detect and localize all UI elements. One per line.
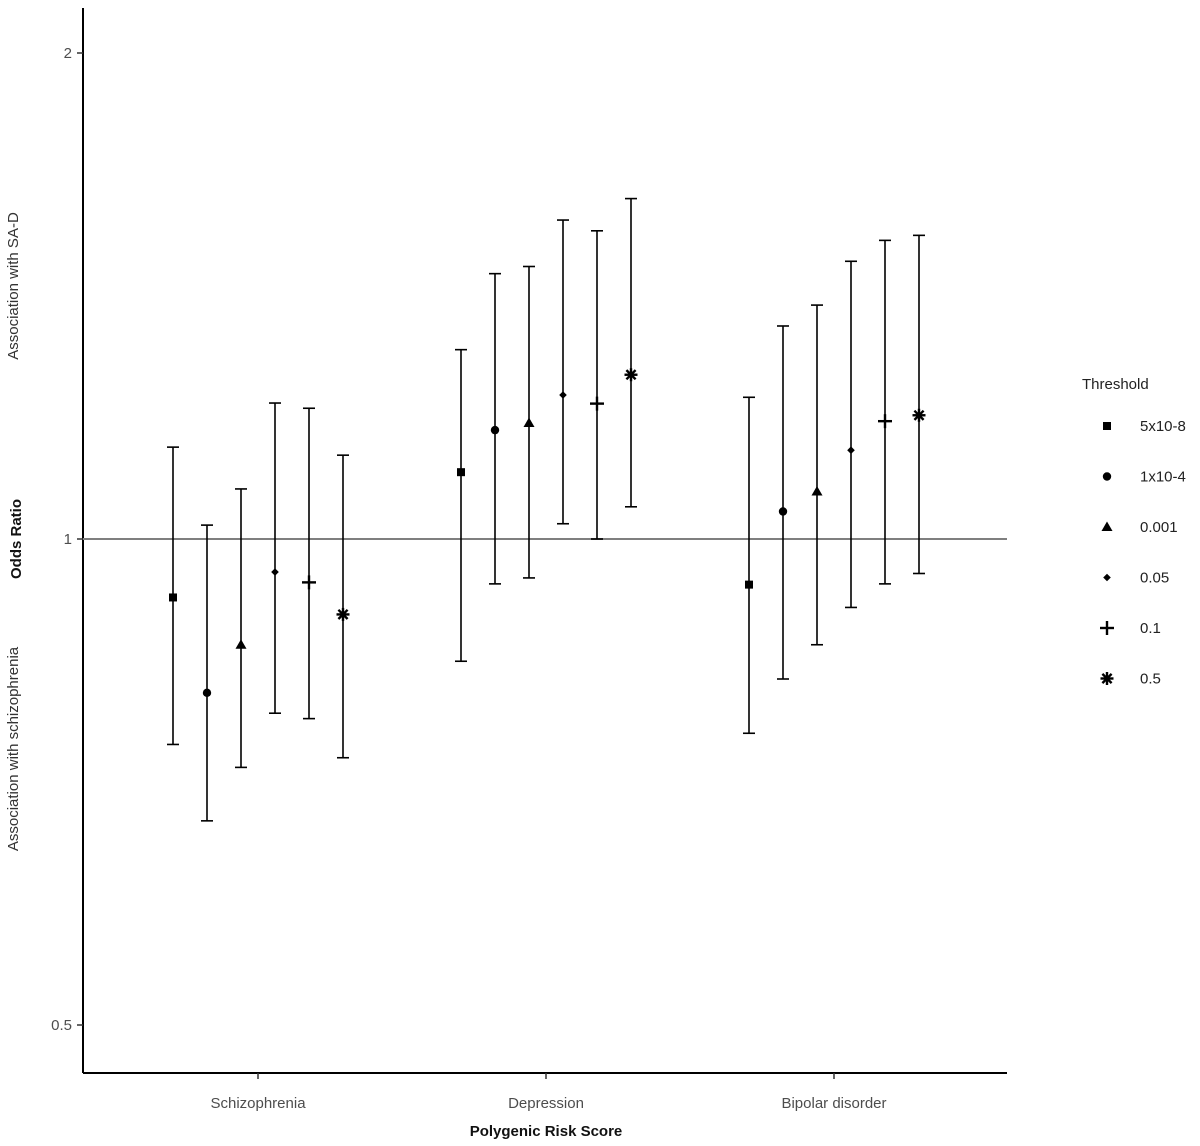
legend-label: 0.05: [1140, 570, 1169, 587]
legend-label: 0.001: [1140, 519, 1178, 536]
data-point-group: [167, 446, 179, 746]
data-point-group: [624, 197, 638, 508]
data-point-group: [878, 239, 892, 585]
data-point: [490, 425, 500, 435]
legend-item: 0.001: [1101, 519, 1178, 536]
data-point-group: [590, 230, 604, 540]
data-point: [559, 391, 567, 399]
legend-item: 0.05: [1103, 570, 1169, 587]
data-point: [745, 580, 753, 589]
y-axis-lower-label: Association with schizophrenia: [5, 646, 22, 851]
data-point: [202, 688, 212, 698]
legend-item: 0.1: [1100, 620, 1161, 637]
legend-label: 1x10-4: [1140, 469, 1186, 486]
data-point: [271, 568, 279, 576]
data-point-group: [489, 272, 501, 585]
y-tick-label: 2: [64, 45, 72, 62]
data-point: [778, 507, 788, 516]
data-point-group: [845, 260, 857, 609]
legend-marker: [1103, 422, 1111, 430]
legend-marker: [1102, 472, 1112, 481]
data-point: [523, 417, 535, 427]
y-axis-upper-label: Association with SA-D: [5, 212, 22, 360]
x-tick-label: Schizophrenia: [210, 1095, 306, 1112]
data-point: [235, 639, 247, 649]
legend-label: 5x10-8: [1140, 418, 1186, 435]
data-point-group: [557, 219, 569, 525]
y-axis-title: Odds Ratio: [8, 499, 25, 579]
data-point-group: [455, 348, 467, 663]
legend: 5x10-8 1x10-4 0.001 0.05 0.1 0.5: [1100, 418, 1186, 688]
x-axis-title: Polygenic Risk Score: [470, 1123, 623, 1140]
legend-marker: [1103, 573, 1111, 582]
data-point: [847, 446, 855, 455]
y-tick-label: 0.5: [51, 1017, 72, 1034]
data-point-group: [912, 234, 926, 575]
legend-item: 1x10-4: [1102, 469, 1186, 486]
data-point: [624, 368, 638, 382]
data-point-group: [777, 325, 789, 680]
data-point: [590, 396, 604, 411]
data-point: [878, 414, 892, 429]
axes: 0.5 1 2 Schizophrenia Depression Bipolar diso…: [51, 8, 1007, 1112]
data-point-group: [336, 454, 350, 759]
data-point-group: [811, 304, 823, 646]
data-point: [912, 408, 926, 422]
data-point: [169, 593, 177, 602]
data-marks: [167, 197, 926, 822]
data-point-group: [235, 488, 247, 769]
data-point-group: [302, 407, 316, 720]
legend-marker: [1101, 521, 1113, 531]
data-point-group: [269, 402, 281, 715]
legend-label: 0.5: [1140, 671, 1161, 688]
data-point: [457, 468, 465, 477]
x-tick-label: Depression: [508, 1095, 584, 1112]
data-point: [302, 575, 316, 590]
data-point: [336, 607, 350, 621]
legend-marker: [1100, 672, 1114, 685]
y-tick-label: 1: [64, 531, 72, 548]
data-point-group: [743, 396, 755, 735]
data-point: [811, 486, 823, 496]
legend-item: 0.5: [1100, 671, 1161, 688]
legend-marker: [1100, 621, 1114, 635]
data-point-group: [523, 265, 535, 579]
legend-label: 0.1: [1140, 620, 1161, 637]
legend-title: Threshold: [1082, 376, 1149, 393]
x-tick-label: Bipolar disorder: [781, 1095, 886, 1112]
legend-item: 5x10-8: [1103, 418, 1186, 435]
data-point-group: [201, 524, 213, 822]
